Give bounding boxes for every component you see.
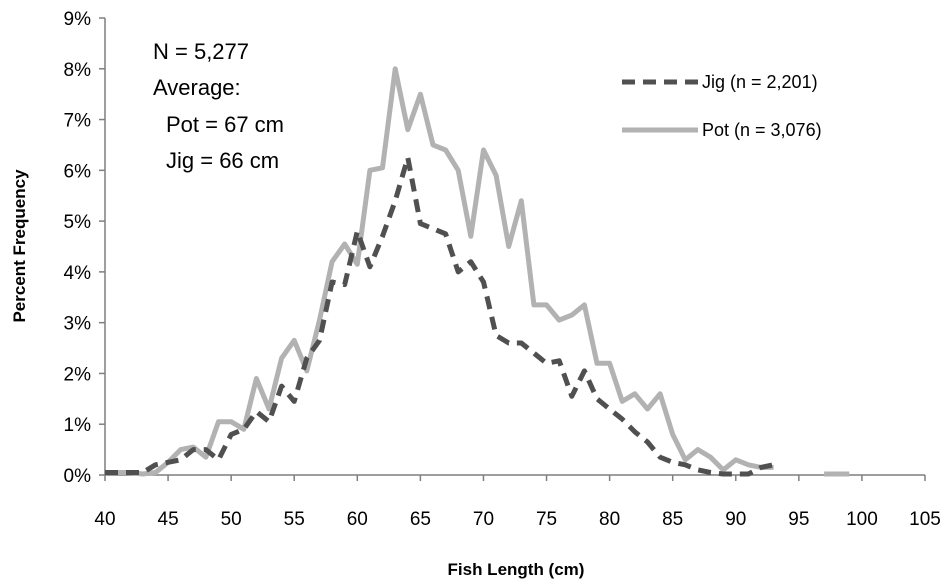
x-tick-label: 60 xyxy=(347,509,368,530)
series-line-jig xyxy=(105,155,775,477)
y-tick-label: 9% xyxy=(64,9,92,30)
y-tick-label: 2% xyxy=(64,364,92,385)
x-axis-title: Fish Length (cm) xyxy=(448,560,585,579)
y-tick-label: 0% xyxy=(64,466,92,487)
y-tick-label: 8% xyxy=(64,60,92,81)
y-tick-label: 1% xyxy=(64,415,92,436)
legend: Jig (n = 2,201) Pot (n = 3,076) xyxy=(622,72,822,140)
y-tick-label: 3% xyxy=(64,314,92,335)
x-tick-label: 50 xyxy=(221,509,242,530)
x-tick-label: 70 xyxy=(473,509,494,530)
y-axis-ticks: 0% 1% 2% 3% 4% 5% 6% 7% 8% 9% xyxy=(64,9,105,487)
x-tick-label: 80 xyxy=(599,509,620,530)
y-tick-label: 4% xyxy=(64,263,92,284)
y-axis-title: Percent Frequency xyxy=(10,169,29,323)
y-tick-label: 5% xyxy=(64,212,92,233)
x-tick-label: 100 xyxy=(846,509,878,530)
annotation-jig-average: Jig = 66 cm xyxy=(166,148,279,173)
x-tick-label: 95 xyxy=(788,509,809,530)
legend-label-pot: Pot (n = 3,076) xyxy=(702,120,822,140)
y-tick-label: 7% xyxy=(64,111,92,132)
series-layer xyxy=(105,66,850,477)
x-tick-label: 75 xyxy=(536,509,557,530)
x-tick-label: 85 xyxy=(662,509,683,530)
x-tick-label: 55 xyxy=(284,509,305,530)
annotation-average: Average: xyxy=(153,75,241,100)
series-line-pot xyxy=(105,66,774,477)
x-tick-label: 65 xyxy=(410,509,431,530)
x-tick-label: 45 xyxy=(158,509,179,530)
y-tick-label: 6% xyxy=(64,161,92,182)
x-axis-ticks: 40 45 50 55 60 65 70 75 80 85 90 95 100 105 xyxy=(94,475,941,530)
x-tick-label: 40 xyxy=(94,509,115,530)
legend-label-jig: Jig (n = 2,201) xyxy=(702,72,818,92)
annotation-pot-average: Pot = 67 cm xyxy=(166,112,284,137)
x-tick-label: 90 xyxy=(725,509,746,530)
x-tick-label: 105 xyxy=(909,509,941,530)
annotation-total-n: N = 5,277 xyxy=(153,39,249,64)
